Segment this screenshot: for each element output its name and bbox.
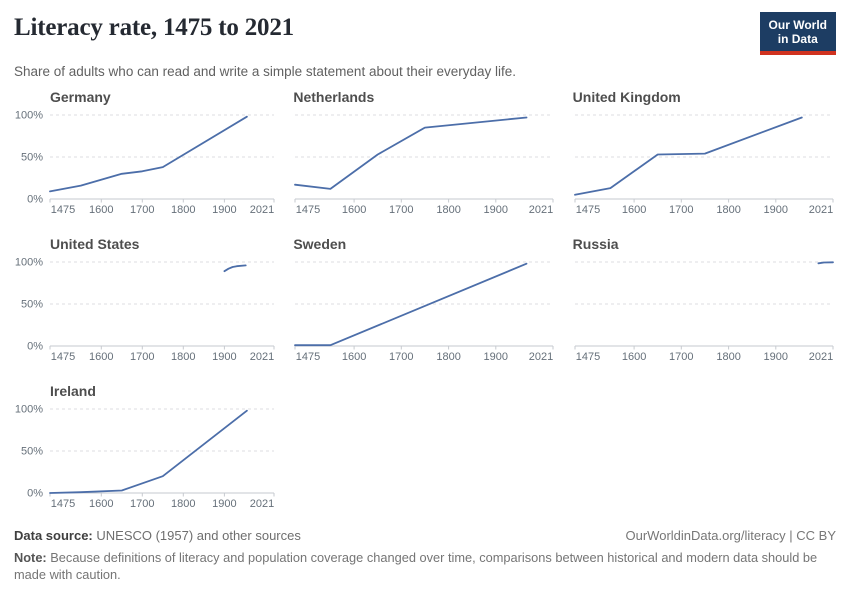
svg-text:1800: 1800 [437, 204, 461, 213]
facet-title: United States [50, 236, 140, 252]
svg-text:1900: 1900 [212, 498, 236, 507]
svg-text:100%: 100% [15, 257, 43, 269]
svg-text:2021: 2021 [808, 204, 832, 213]
svg-text:50%: 50% [21, 446, 43, 458]
svg-text:1800: 1800 [171, 498, 195, 507]
svg-text:1800: 1800 [716, 204, 740, 213]
line-chart-united-kingdom[interactable]: 1475 1600 1700 1800 1900 2021 [573, 107, 836, 216]
owid-logo-line1: Our World [768, 18, 827, 32]
chart-subtitle: Share of adults who can read and write a… [14, 64, 517, 79]
svg-text:2021: 2021 [808, 351, 832, 360]
svg-text:1700: 1700 [130, 351, 154, 360]
svg-text:1600: 1600 [622, 351, 646, 360]
facet-united-states: United States 1475 1600 1700 1800 1900 2021 0%… [14, 236, 277, 365]
svg-text:0%: 0% [27, 488, 43, 500]
svg-text:1600: 1600 [89, 204, 113, 213]
svg-text:1475: 1475 [296, 204, 320, 213]
svg-text:1800: 1800 [437, 351, 461, 360]
chart-header: Literacy rate, 1475 to 2021 Our World in… [14, 12, 836, 79]
facet-germany: Germany 1475 1600 1700 1800 1900 2021 0% 50% 100… [14, 89, 277, 218]
svg-text:2021: 2021 [250, 351, 274, 360]
svg-text:1700: 1700 [130, 204, 154, 213]
facet-title: Russia [572, 236, 619, 252]
page-title: Literacy rate, 1475 to 2021 [14, 14, 294, 41]
svg-text:1600: 1600 [342, 204, 366, 213]
svg-text:1900: 1900 [763, 204, 787, 213]
facet-ireland: Ireland 1475 1600 1700 1800 1900 2021 0% 50% 100… [14, 383, 277, 512]
line-chart-germany[interactable]: 1475 1600 1700 1800 1900 2021 0% 50% 100% [14, 107, 277, 216]
svg-text:50%: 50% [21, 299, 43, 311]
data-source-text: UNESCO (1957) and other sources [96, 528, 301, 543]
owid-url-link[interactable]: OurWorldinData.org/literacy | CC BY [625, 528, 836, 543]
svg-text:50%: 50% [21, 152, 43, 164]
svg-text:1600: 1600 [89, 351, 113, 360]
svg-text:2021: 2021 [529, 204, 553, 213]
svg-text:2021: 2021 [250, 498, 274, 507]
svg-text:1600: 1600 [89, 498, 113, 507]
svg-text:1900: 1900 [763, 351, 787, 360]
svg-text:1900: 1900 [212, 351, 236, 360]
svg-text:1900: 1900 [212, 204, 236, 213]
svg-text:1700: 1700 [389, 351, 413, 360]
facet-united-kingdom: United Kingdom 1475 1600 1700 1800 1900 2021 [573, 89, 836, 218]
line-chart-sweden[interactable]: 1475 1600 1700 1800 1900 2021 [293, 254, 556, 363]
line-chart-netherlands[interactable]: 1475 1600 1700 1800 1900 2021 [293, 107, 556, 216]
svg-text:1700: 1700 [669, 204, 693, 213]
facet-netherlands: Netherlands 1475 1600 1700 1800 1900 2021 [293, 89, 556, 218]
svg-text:1700: 1700 [130, 498, 154, 507]
data-source-line: Data source: UNESCO (1957) and other sou… [14, 528, 301, 543]
chart-footer: Data source: UNESCO (1957) and other sou… [14, 528, 836, 584]
svg-text:1900: 1900 [484, 351, 508, 360]
svg-text:1475: 1475 [296, 351, 320, 360]
facet-title: Ireland [50, 383, 96, 399]
note-text: Because definitions of literacy and popu… [14, 550, 818, 583]
facet-sweden: Sweden 1475 1600 1700 1800 1900 2021 [293, 236, 556, 365]
note-label: Note: [14, 550, 47, 565]
svg-text:1475: 1475 [575, 351, 599, 360]
line-chart-ireland[interactable]: 1475 1600 1700 1800 1900 2021 0% 50% 100% [14, 401, 277, 510]
owid-logo[interactable]: Our World in Data [759, 12, 836, 55]
note-line: Note: Because definitions of literacy an… [14, 549, 836, 584]
line-chart-russia[interactable]: 1475 1600 1700 1800 1900 2021 [573, 254, 836, 363]
svg-text:2021: 2021 [529, 351, 553, 360]
facet-title: Germany [50, 89, 111, 105]
facet-title: Sweden [293, 236, 347, 252]
facet-grid: Germany 1475 1600 1700 1800 1900 2021 0% 50% 100… [14, 89, 836, 512]
svg-text:1700: 1700 [669, 351, 693, 360]
facet-title: Netherlands [293, 89, 375, 105]
facet-title: United Kingdom [572, 89, 681, 105]
svg-text:1475: 1475 [51, 351, 75, 360]
line-chart-united-states[interactable]: 1475 1600 1700 1800 1900 2021 0% 50% 100% [14, 254, 277, 363]
facet-russia: Russia 1475 1600 1700 1800 1900 2021 [573, 236, 836, 365]
data-source-label: Data source: [14, 528, 93, 543]
svg-text:2021: 2021 [250, 204, 274, 213]
svg-text:1700: 1700 [389, 204, 413, 213]
svg-text:100%: 100% [15, 110, 43, 122]
svg-text:1800: 1800 [171, 351, 195, 360]
svg-text:1475: 1475 [51, 498, 75, 507]
svg-text:1900: 1900 [484, 204, 508, 213]
svg-text:100%: 100% [15, 404, 43, 416]
svg-text:1600: 1600 [342, 351, 366, 360]
svg-text:1600: 1600 [622, 204, 646, 213]
svg-text:1475: 1475 [51, 204, 75, 213]
svg-text:1800: 1800 [171, 204, 195, 213]
svg-text:0%: 0% [27, 194, 43, 206]
svg-text:1475: 1475 [575, 204, 599, 213]
svg-text:0%: 0% [27, 341, 43, 353]
owid-logo-line2: in Data [777, 32, 818, 46]
svg-text:1800: 1800 [716, 351, 740, 360]
